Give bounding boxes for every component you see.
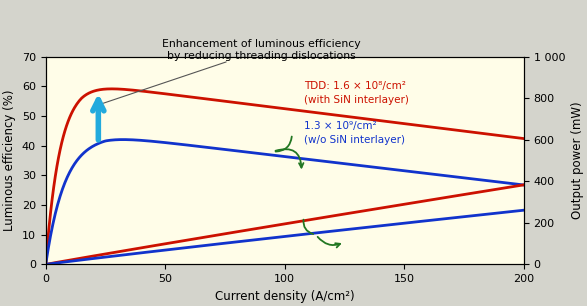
Text: Enhancement of luminous efficiency
by reducing threading dislocations: Enhancement of luminous efficiency by re… [103, 39, 360, 103]
Y-axis label: Luminous efficiency (%): Luminous efficiency (%) [4, 90, 16, 231]
X-axis label: Current density (A/cm²): Current density (A/cm²) [215, 290, 355, 303]
Text: (w/o SiN interlayer): (w/o SiN interlayer) [304, 135, 405, 145]
Y-axis label: Output power (mW): Output power (mW) [571, 102, 583, 219]
Text: 1.3 × 10⁹/cm²: 1.3 × 10⁹/cm² [304, 121, 377, 131]
Text: TDD: 1.6 × 10⁸/cm²: TDD: 1.6 × 10⁸/cm² [304, 81, 406, 91]
Text: (with SiN interlayer): (with SiN interlayer) [304, 95, 409, 105]
